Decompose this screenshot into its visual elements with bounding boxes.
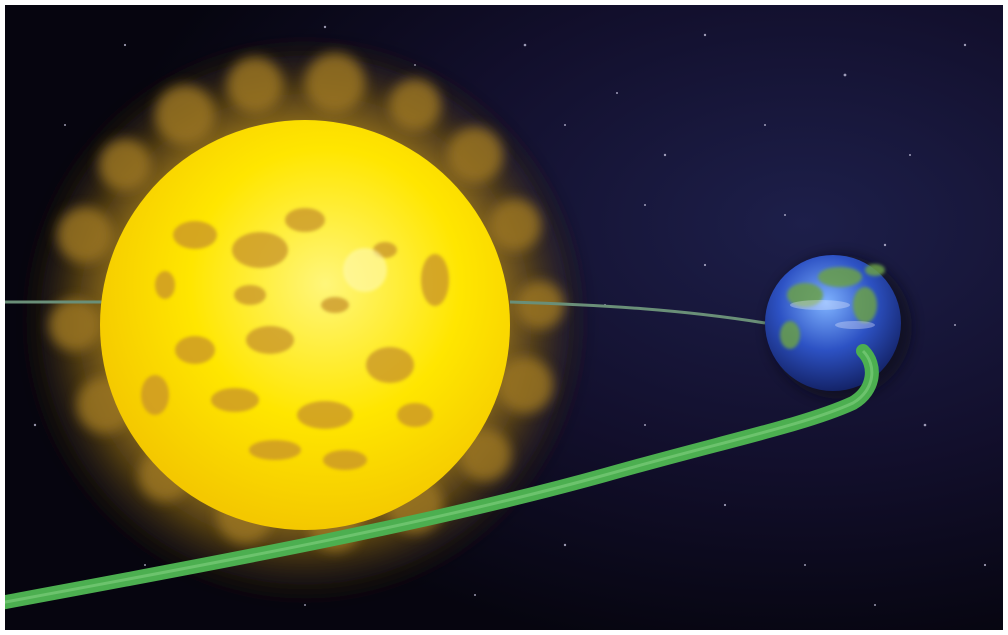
sun-spots [141, 208, 449, 470]
orbit-line-right [509, 300, 766, 325]
space-scene [5, 5, 1003, 630]
space-illustration [5, 5, 1003, 630]
orbit-path-highlight [5, 349, 874, 604]
earth-icon [765, 255, 912, 399]
sun-icon [100, 120, 510, 530]
